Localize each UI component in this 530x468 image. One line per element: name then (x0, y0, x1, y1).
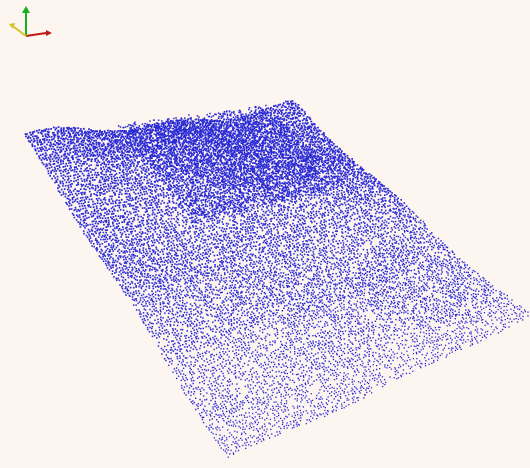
y-axis-arrowhead-icon (22, 6, 30, 13)
x-axis-line (25, 32, 47, 37)
point-cloud-points (24, 100, 529, 458)
point-cloud (24, 100, 529, 458)
z-axis-arrowhead-icon (9, 23, 15, 29)
z-axis-line (13, 26, 27, 37)
orientation-axes-gizmo (9, 6, 52, 37)
x-axis-arrowhead-icon (46, 30, 52, 36)
